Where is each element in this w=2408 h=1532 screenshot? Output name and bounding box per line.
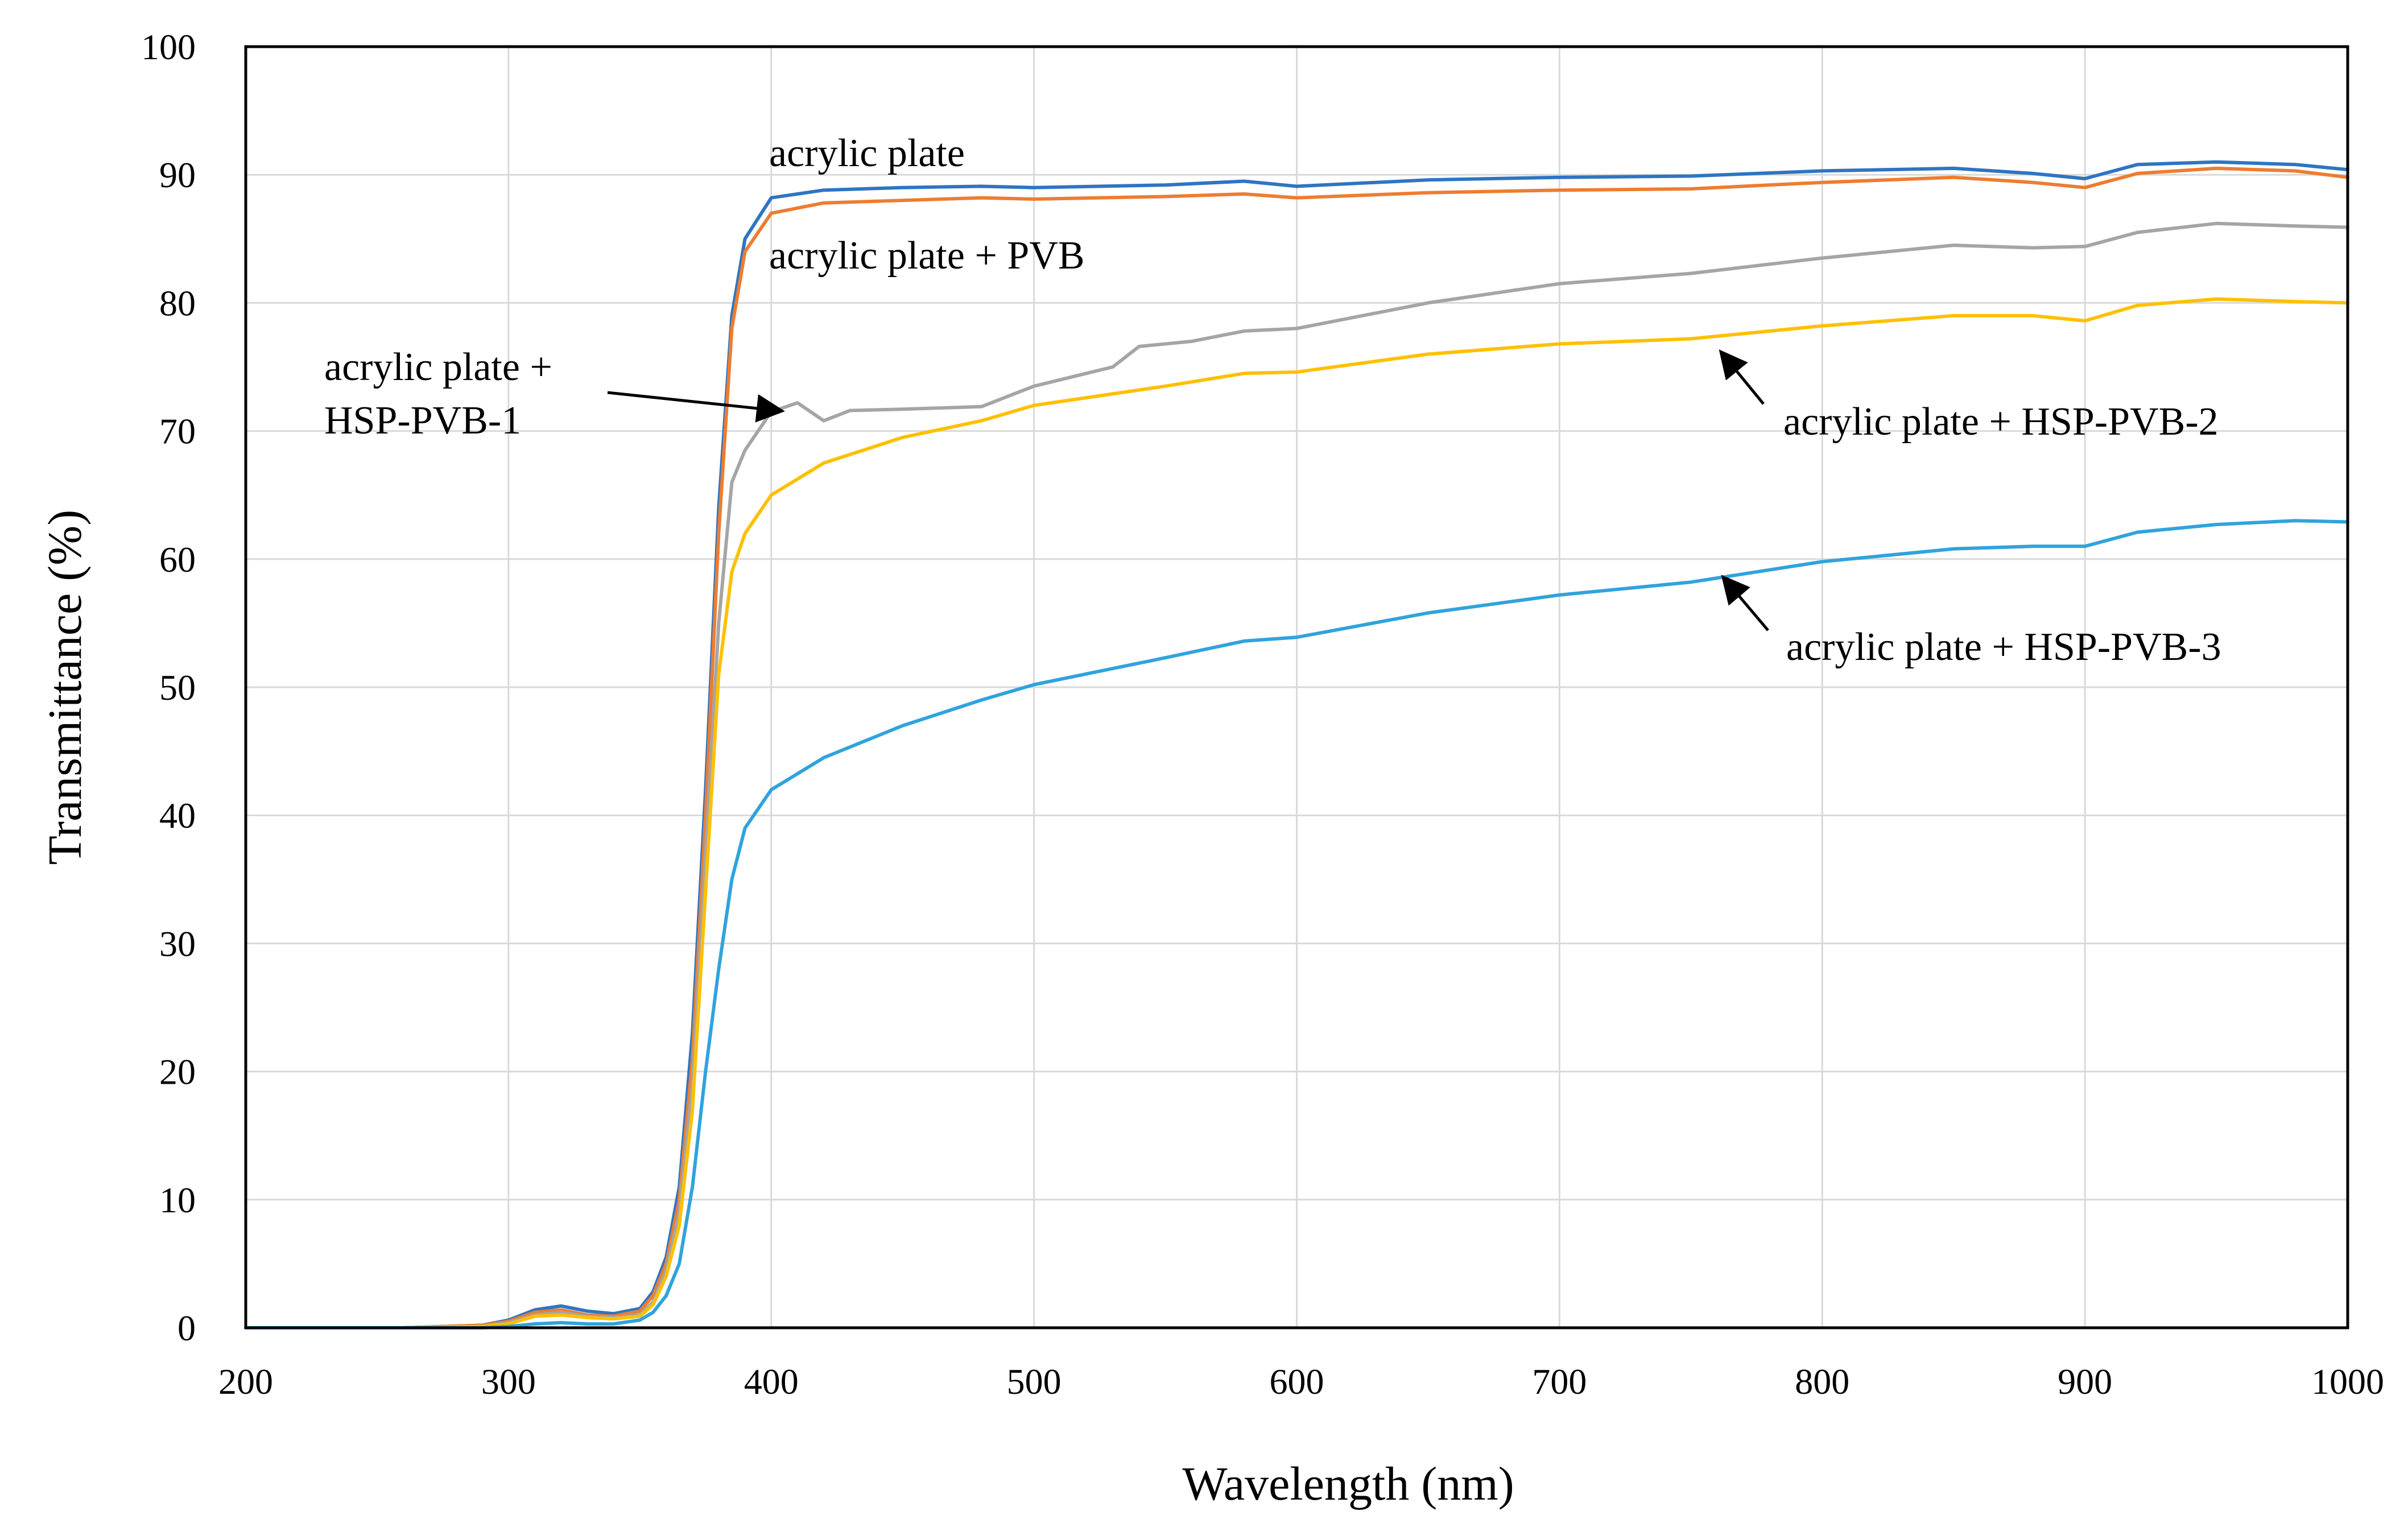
y-axis-ticks: 0 10 20 30 40 50 60 70 80 90 100 — [141, 27, 196, 1348]
y-tick-label: 90 — [159, 155, 196, 195]
y-tick-label: 70 — [159, 411, 196, 452]
x-tick-label: 500 — [1007, 1361, 1061, 1402]
y-tick-label: 10 — [159, 1180, 196, 1220]
x-axis-title: Wavelength (nm) — [1182, 1457, 1514, 1510]
x-tick-label: 200 — [218, 1361, 273, 1402]
annotation-acrylic-plate-pvb: acrylic plate + PVB — [769, 234, 1085, 278]
x-tick-label: 1000 — [2311, 1361, 2384, 1402]
y-tick-label: 20 — [159, 1052, 196, 1092]
x-tick-label: 300 — [481, 1361, 536, 1402]
series-lines — [244, 160, 2349, 1329]
x-tick-label: 400 — [744, 1361, 799, 1402]
arrow-hsp-pvb-1 — [607, 391, 785, 423]
annotation-acrylic-plate: acrylic plate — [769, 131, 965, 175]
y-tick-label: 100 — [141, 27, 196, 67]
series-line-acrylic-plate — [244, 160, 2349, 1329]
y-tick-label: 40 — [159, 795, 196, 836]
y-tick-label: 0 — [177, 1308, 196, 1348]
x-tick-label: 900 — [2058, 1361, 2112, 1402]
x-tick-label: 800 — [1795, 1361, 1849, 1402]
x-axis-ticks: 200 300 400 500 600 700 800 900 1000 — [218, 1361, 2384, 1402]
annotation-hsp-pvb-2: acrylic plate + HSP-PVB-2 — [1783, 400, 2219, 444]
annotation-hsp-pvb-1-line2: HSP-PVB-1 — [324, 399, 521, 443]
arrow-hsp-pvb-2 — [1719, 349, 1765, 405]
x-tick-label: 600 — [1270, 1361, 1324, 1402]
arrow-hsp-pvb-3 — [1721, 575, 1769, 631]
series-line-acrylic-plate-hsp-pvb-3 — [244, 519, 2349, 1329]
y-tick-label: 80 — [159, 283, 196, 323]
y-axis-title: Transmittance (%) — [39, 510, 92, 865]
x-tick-label: 700 — [1532, 1361, 1587, 1402]
y-tick-label: 50 — [159, 667, 196, 708]
gridlines — [246, 47, 2348, 1328]
plot-frame — [244, 45, 2349, 1329]
annotation-hsp-pvb-3: acrylic plate + HSP-PVB-3 — [1786, 625, 2221, 669]
y-tick-label: 30 — [159, 923, 196, 964]
y-tick-label: 60 — [159, 539, 196, 580]
annotation-hsp-pvb-1-line1: acrylic plate + — [324, 345, 552, 389]
series-line-acrylic-plate-hsp-pvb-2 — [244, 297, 2349, 1329]
